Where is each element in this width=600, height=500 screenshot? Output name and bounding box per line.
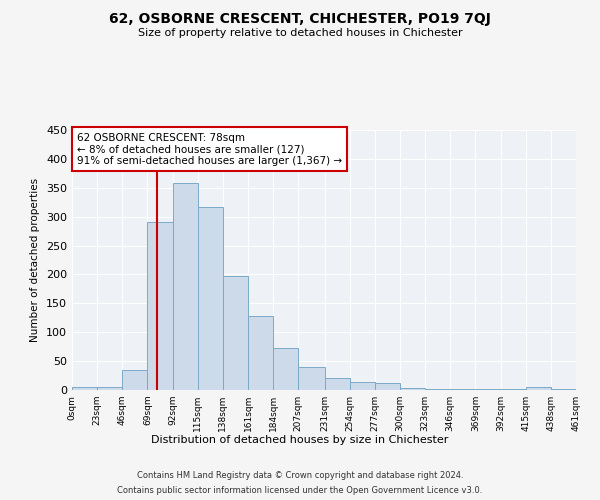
Bar [72,387,97,390]
Text: Contains HM Land Registry data © Crown copyright and database right 2024.: Contains HM Land Registry data © Crown c… [137,471,463,480]
Bar [223,276,248,390]
Bar [148,222,173,390]
Bar [400,388,425,390]
Bar [97,387,122,390]
Text: 62 OSBORNE CRESCENT: 78sqm
← 8% of detached houses are smaller (127)
91% of semi: 62 OSBORNE CRESCENT: 78sqm ← 8% of detac… [77,132,342,166]
Text: Contains public sector information licensed under the Open Government Licence v3: Contains public sector information licen… [118,486,482,495]
Bar [298,367,325,390]
Bar [551,389,576,390]
Bar [526,387,551,390]
Y-axis label: Number of detached properties: Number of detached properties [31,178,40,342]
Bar [475,389,500,390]
Bar [198,207,223,390]
Bar [248,316,273,390]
Text: 62, OSBORNE CRESCENT, CHICHESTER, PO19 7QJ: 62, OSBORNE CRESCENT, CHICHESTER, PO19 7… [109,12,491,26]
Bar [500,389,526,390]
Bar [325,378,350,390]
Bar [273,348,298,390]
Bar [122,370,148,390]
Bar [375,383,400,390]
Bar [450,389,475,390]
Bar [425,389,450,390]
Bar [173,183,198,390]
Text: Size of property relative to detached houses in Chichester: Size of property relative to detached ho… [137,28,463,38]
Text: Distribution of detached houses by size in Chichester: Distribution of detached houses by size … [151,435,449,445]
X-axis label: Distribution of detached houses by size in Chichester: Distribution of detached houses by size … [0,499,1,500]
Bar [350,382,375,390]
